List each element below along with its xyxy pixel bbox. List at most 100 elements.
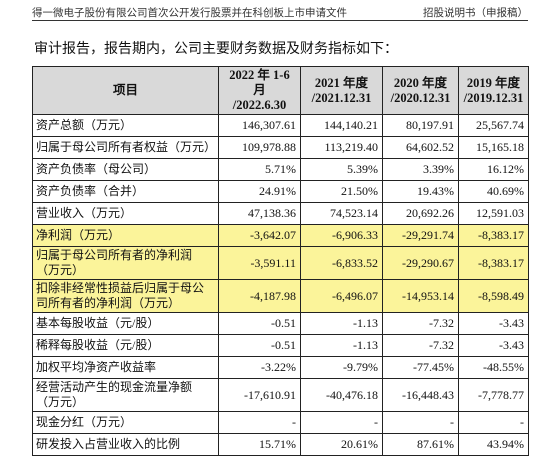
cell-value: 15.71%	[218, 433, 301, 456]
cell-value: -9.79%	[300, 356, 383, 379]
header-line: /2021.12.31	[311, 90, 372, 105]
cell-value: -16,448.43	[382, 378, 459, 412]
column-header: 2022 年 1-6 月/2022.6.30	[218, 66, 301, 115]
header-line: 2019 年度	[466, 75, 521, 90]
table-row: 现金分红（万元） - - - -	[32, 411, 529, 434]
cell-value: -7.32	[382, 312, 459, 335]
row-label: 资产总额（万元）	[32, 114, 219, 137]
cell-value: -4,187.98	[218, 279, 301, 313]
cell-value: 5.71%	[218, 158, 301, 181]
row-label: 加权平均净资产收益率	[32, 356, 219, 379]
cell-value: 80,197.91	[382, 114, 459, 137]
cell-value: 3.39%	[382, 158, 459, 181]
table-row: 净利润（万元） -3,642.07 -6,906.33 -29,291.74 -8,38…	[32, 224, 529, 247]
header-right: 招股说明书（申报稿）	[423, 8, 528, 19]
cell-value: 109,978.88	[218, 136, 301, 159]
table-body: 资产总额（万元） 146,307.61 144,140.21 80,197.91 25,…	[32, 114, 529, 456]
cell-value: -17,610.91	[218, 378, 301, 412]
cell-value: 20,692.26	[382, 202, 459, 225]
table-row: 基本每股收益（元/股） -0.51 -1.13 -7.32 -3.43	[32, 312, 529, 335]
cell-value: 146,307.61	[218, 114, 301, 137]
header-line: /2020.12.31	[390, 90, 451, 105]
cell-value: 20.61%	[300, 433, 383, 456]
row-label: 扣除非经常性损益后归属于母公司所有者的净利润（万元）	[32, 279, 219, 313]
column-header: 2019 年度/2019.12.31	[458, 66, 529, 115]
page-header: 得一微电子股份有限公司首次公开发行股票并在科创板上市申请文件 招股说明书（申报稿…	[32, 4, 528, 21]
cell-value: 47,138.36	[218, 202, 301, 225]
cell-value: -0.51	[218, 312, 301, 335]
cell-value: 12,591.03	[458, 202, 529, 225]
header-line: 2022 年 1-6 月	[229, 68, 290, 97]
table-row: 加权平均净资产收益率 -3.22% -9.79% -77.45% -48.55%	[32, 356, 529, 379]
row-label: 营业收入（万元）	[32, 202, 219, 225]
cell-value: -29,290.67	[382, 246, 459, 280]
cell-value: -40,476.18	[300, 378, 383, 412]
row-label: 归属于母公司所有者的净利润（万元）	[32, 246, 219, 280]
cell-value: 64,602.52	[382, 136, 459, 159]
cell-value: -3,591.11	[218, 246, 301, 280]
cell-value: 74,523.14	[300, 202, 383, 225]
cell-value: -	[218, 411, 301, 434]
cell-value: -6,833.52	[300, 246, 383, 280]
cell-value: -48.55%	[458, 356, 529, 379]
cell-value: 43.94%	[458, 433, 529, 456]
cell-value: -8,598.49	[458, 279, 529, 313]
cell-value: -	[458, 411, 529, 434]
row-label: 资产负债率（合并）	[32, 180, 219, 203]
cell-value: -3.43	[458, 312, 529, 335]
cell-value: -	[300, 411, 383, 434]
row-label: 经营活动产生的现金流量净额（万元）	[32, 378, 219, 412]
cell-value: 24.91%	[218, 180, 301, 203]
header-row: 项目 2022 年 1-6 月/2022.6.30 2021 年度/2021.12.…	[32, 66, 529, 115]
table-row: 归属于母公司所有者的净利润（万元） -3,591.11 -6,833.52 -29,2…	[32, 246, 529, 280]
cell-value: -6,496.07	[300, 279, 383, 313]
header-line: /2022.6.30	[232, 98, 287, 112]
table-row: 资产负债率（母公司） 5.71% 5.39% 3.39% 16.12%	[32, 158, 529, 181]
intro-text: 审计报告，报告期内，公司主要财务数据及财务指标如下：	[34, 42, 398, 57]
cell-value: -3,642.07	[218, 224, 301, 247]
row-label: 资产负债率（母公司）	[32, 158, 219, 181]
financial-table: 项目 2022 年 1-6 月/2022.6.30 2021 年度/2021.12.…	[32, 66, 529, 456]
cell-value: 15,165.18	[458, 136, 529, 159]
header-line: /2019.12.31	[463, 90, 524, 105]
row-label: 归属于母公司所有者权益（万元）	[32, 136, 219, 159]
cell-value: 144,140.21	[300, 114, 383, 137]
cell-value: 5.39%	[300, 158, 383, 181]
cell-value: -29,291.74	[382, 224, 459, 247]
row-label: 净利润（万元）	[32, 224, 219, 247]
cell-value: -1.13	[300, 312, 383, 335]
cell-value: 87.61%	[382, 433, 459, 456]
cell-value: -7,778.77	[458, 378, 529, 412]
header-line: 2020 年度	[393, 75, 448, 90]
cell-value: -3.22%	[218, 356, 301, 379]
cell-value: 40.69%	[458, 180, 529, 203]
cell-value: 25,567.74	[458, 114, 529, 137]
row-label: 现金分红（万元）	[32, 411, 219, 434]
cell-value: -1.13	[300, 334, 383, 357]
header-left: 得一微电子股份有限公司首次公开发行股票并在科创板上市申请文件	[32, 8, 347, 19]
cell-value: 113,219.40	[300, 136, 383, 159]
cell-value: 16.12%	[458, 158, 529, 181]
table-row: 资产负债率（合并） 24.91% 21.50% 19.43% 40.69%	[32, 180, 529, 203]
cell-value: 21.50%	[300, 180, 383, 203]
table-row: 资产总额（万元） 146,307.61 144,140.21 80,197.91 25,…	[32, 114, 529, 137]
cell-value: -6,906.33	[300, 224, 383, 247]
table-row: 归属于母公司所有者权益（万元） 109,978.88 113,219.40 64,60…	[32, 136, 529, 159]
table-row: 扣除非经常性损益后归属于母公司所有者的净利润（万元） -4,187.98 -6,49…	[32, 279, 529, 313]
table-row: 营业收入（万元） 47,138.36 74,523.14 20,692.26 12,59…	[32, 202, 529, 225]
cell-value: -	[382, 411, 459, 434]
cell-value: -0.51	[218, 334, 301, 357]
header-line: 2021 年度	[314, 75, 369, 90]
header-line: 项目	[112, 83, 138, 97]
cell-value: -77.45%	[382, 356, 459, 379]
cell-value: 19.43%	[382, 180, 459, 203]
row-label: 研发投入占营业收入的比例	[32, 433, 219, 456]
column-header: 2020 年度/2020.12.31	[382, 66, 459, 115]
row-label: 稀释每股收益（元/股）	[32, 334, 219, 357]
cell-value: -14,953.14	[382, 279, 459, 313]
table-row: 研发投入占营业收入的比例 15.71% 20.61% 87.61% 43.94%	[32, 433, 529, 456]
cell-value: -8,383.17	[458, 246, 529, 280]
cell-value: -3.43	[458, 334, 529, 357]
column-header: 2021 年度/2021.12.31	[300, 66, 383, 115]
